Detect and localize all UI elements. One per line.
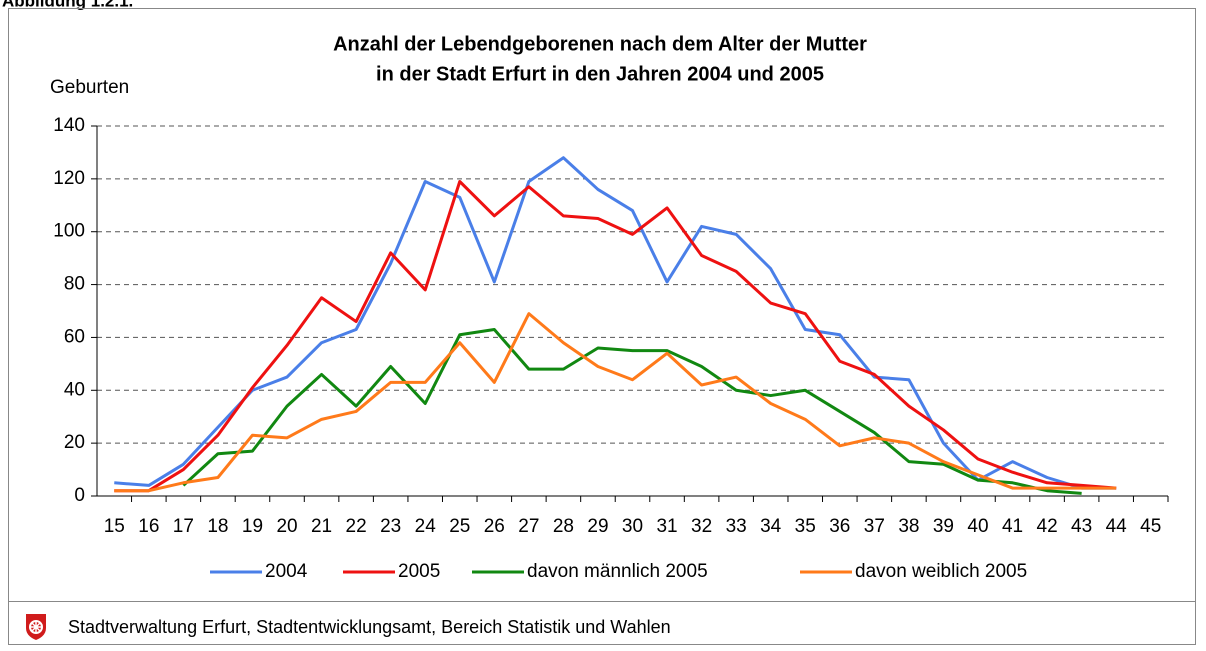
x-tick-label: 32 [691, 516, 712, 537]
x-tick-label: 28 [553, 516, 574, 537]
x-tick-label: 31 [656, 516, 677, 537]
series-line [114, 180, 1117, 493]
legend-label: 2005 [398, 561, 440, 582]
x-tick-label: 25 [449, 516, 470, 537]
frame [8, 8, 1196, 645]
x-tick-label: 21 [311, 516, 332, 537]
legend-label: davon weiblich 2005 [855, 561, 1027, 582]
x-tick-label: 26 [484, 516, 505, 537]
x-tick-label: 17 [173, 516, 194, 537]
x-tick-label: 15 [104, 516, 125, 537]
legend-label: davon männlich 2005 [527, 561, 708, 582]
chart-title: Anzahl der Lebendgeborenen nach dem Alte… [333, 33, 867, 55]
y-tick-label: 0 [74, 485, 85, 506]
x-tick-label: 18 [207, 516, 228, 537]
x-tick-label: 24 [415, 516, 437, 537]
x-tick-label: 45 [1140, 516, 1161, 537]
y-tick-label: 140 [53, 115, 85, 136]
x-tick-label: 22 [346, 516, 367, 537]
x-tick-label: 23 [380, 516, 401, 537]
series-line [114, 156, 1117, 490]
x-tick-label: 16 [138, 516, 159, 537]
x-tick-label: 38 [898, 516, 919, 537]
footer-text: Stadtverwaltung Erfurt, Stadtentwicklung… [68, 617, 671, 637]
y-tick-label: 80 [64, 274, 85, 295]
x-tick-label: 30 [622, 516, 643, 537]
y-axis-label: Geburten [50, 77, 129, 98]
series-line [114, 312, 1117, 493]
x-tick-label: 43 [1071, 516, 1092, 537]
y-tick-label: 60 [64, 326, 85, 347]
legend-label: 2004 [265, 561, 308, 582]
figure-label: Abbildung 1.2.1. [2, 0, 133, 10]
x-tick-label: 19 [242, 516, 263, 537]
x-tick-label: 39 [933, 516, 954, 537]
x-tick-label: 20 [276, 516, 297, 537]
y-tick-label: 100 [53, 221, 85, 242]
x-tick-label: 29 [587, 516, 608, 537]
x-tick-label: 27 [518, 516, 539, 537]
x-tick-label: 36 [829, 516, 850, 537]
x-tick-label: 42 [1037, 516, 1058, 537]
chart-title: in der Stadt Erfurt in den Jahren 2004 u… [376, 63, 824, 85]
x-tick-label: 37 [864, 516, 885, 537]
y-tick-label: 40 [64, 379, 85, 400]
x-tick-label: 34 [760, 516, 782, 537]
series-line [182, 328, 1082, 495]
y-tick-label: 120 [53, 168, 85, 189]
x-tick-label: 41 [1002, 516, 1023, 537]
y-tick-label: 20 [64, 432, 85, 453]
logo [26, 614, 46, 640]
x-tick-label: 33 [726, 516, 747, 537]
x-tick-label: 40 [967, 516, 988, 537]
x-tick-label: 44 [1106, 516, 1128, 537]
x-tick-label: 35 [795, 516, 816, 537]
